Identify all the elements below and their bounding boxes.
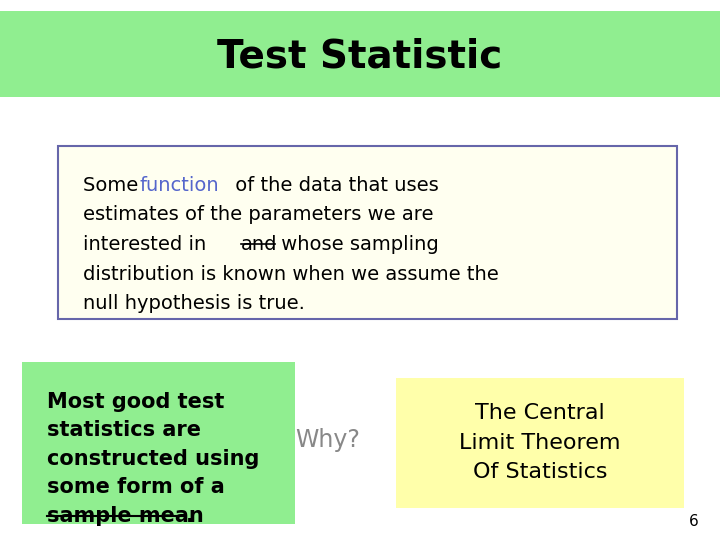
Text: function: function (139, 176, 219, 194)
Text: Some: Some (83, 176, 144, 194)
Text: some form of a: some form of a (47, 477, 225, 497)
Text: and: and (240, 235, 277, 254)
Text: Why?: Why? (295, 428, 360, 452)
Text: null hypothesis is true.: null hypothesis is true. (83, 294, 305, 313)
Text: constructed using: constructed using (47, 449, 259, 469)
Text: Test Statistic: Test Statistic (217, 38, 503, 76)
Text: of the data that uses: of the data that uses (230, 176, 439, 194)
Text: interested in: interested in (83, 235, 212, 254)
Text: estimates of the parameters we are: estimates of the parameters we are (83, 205, 433, 224)
Text: The Central
Limit Theorem
Of Statistics: The Central Limit Theorem Of Statistics (459, 403, 621, 482)
Text: whose sampling: whose sampling (274, 235, 438, 254)
Text: Most good test: Most good test (47, 392, 224, 411)
FancyBboxPatch shape (22, 362, 295, 524)
Text: 6: 6 (688, 514, 698, 529)
Text: distribution is known when we assume the: distribution is known when we assume the (83, 265, 498, 284)
Text: .: . (186, 506, 194, 526)
Text: statistics are: statistics are (47, 420, 201, 440)
FancyBboxPatch shape (58, 146, 677, 319)
FancyBboxPatch shape (396, 378, 684, 508)
FancyBboxPatch shape (0, 11, 720, 97)
Text: sample mean: sample mean (47, 506, 204, 526)
